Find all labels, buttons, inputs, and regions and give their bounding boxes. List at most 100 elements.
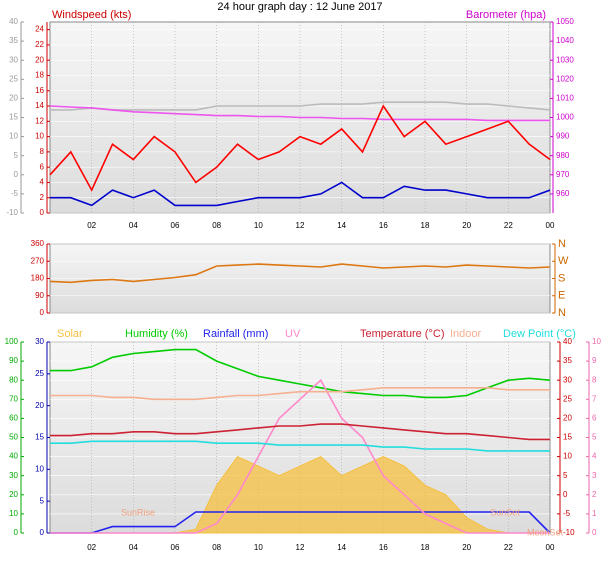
y3-tick-label: 5: [40, 496, 45, 505]
y4-tick-label: 9: [592, 356, 597, 365]
y2-tick-label: 1030: [556, 55, 574, 64]
series-line: [50, 423, 550, 441]
y-tick-label: 40: [9, 452, 18, 461]
y2-tick-label: 990: [556, 132, 570, 141]
y3-tick-label: 25: [35, 369, 44, 378]
x-tick-label: 08: [212, 221, 221, 230]
y3-tick-label: 30: [9, 55, 18, 64]
x-tick-label: 02: [87, 543, 96, 552]
y2-tick-label: -5: [563, 509, 571, 518]
y3-tick-label: -5: [11, 189, 19, 198]
y2-tick-label: 35: [563, 356, 572, 365]
x-tick-label: 06: [171, 221, 180, 230]
legend-entry: Humidity (%): [125, 328, 188, 340]
y3-tick-label: 40: [9, 17, 18, 26]
y-axis-label: Windspeed (kts): [52, 9, 131, 21]
annotation: SunRise: [121, 507, 155, 517]
chart-title: 24 hour graph day : 12 June 2017: [217, 1, 382, 13]
x-tick-label: 00: [546, 221, 555, 230]
y-tick-label: 18: [35, 71, 44, 80]
x-tick-label: 18: [421, 221, 430, 230]
series-line: [50, 440, 550, 452]
legend-entry: Solar: [57, 328, 83, 340]
y3-tick-label: 10: [9, 132, 18, 141]
y2-tick-label: 0: [563, 490, 568, 499]
y-tick-label: 0: [40, 308, 45, 317]
y3-tick-label: -10: [6, 208, 18, 217]
x-tick-label: 20: [462, 221, 471, 230]
x-tick-label: 12: [296, 221, 305, 230]
y4-tick-label: 4: [592, 452, 597, 461]
x-tick-label: 02: [87, 221, 96, 230]
y4-tick-label: 2: [592, 490, 597, 499]
y2-tick-label: 1050: [556, 17, 574, 26]
x-tick-label: 10: [254, 221, 263, 230]
x-tick-label: 14: [337, 221, 346, 230]
y-tick-label: 270: [31, 256, 45, 265]
annotation: SunSet: [490, 507, 520, 517]
y2-tick-label: 1010: [556, 94, 574, 103]
y4-tick-label: 8: [592, 375, 597, 384]
y-tick-label: 70: [9, 394, 18, 403]
x-tick-label: 22: [504, 543, 513, 552]
annotation: MoonSet: [527, 527, 564, 537]
legend-entry: Temperature (°C): [360, 328, 444, 340]
y-tick-label: 60: [9, 414, 18, 423]
legend-entry: Dew Point (°C): [503, 328, 576, 340]
y-tick-label: 80: [9, 375, 18, 384]
y3-tick-label: 5: [14, 151, 19, 160]
y3-tick-label: 25: [9, 74, 18, 83]
y-tick-label: 10: [9, 509, 18, 518]
y-tick-label: 8: [40, 147, 45, 156]
series-line: [50, 511, 551, 534]
y-tick-label: 90: [35, 291, 44, 300]
y3-tick-label: 10: [35, 464, 44, 473]
y2-tick-label: N: [558, 307, 566, 319]
y-tick-label: 0: [14, 528, 19, 537]
y2-tick-label: 1000: [556, 113, 574, 122]
y-tick-label: 22: [35, 40, 44, 49]
y2-tick-label: 20: [563, 414, 572, 423]
y4-tick-label: 1: [592, 509, 597, 518]
y3-tick-label: 20: [35, 401, 44, 410]
y2-tick-label: 40: [563, 337, 572, 346]
y2-tick-label: 970: [556, 170, 570, 179]
x-tick-label: 04: [129, 543, 138, 552]
series-line: [49, 104, 551, 192]
legend-entry: Rainfall (mm): [203, 328, 268, 340]
y-tick-label: 2: [40, 193, 45, 202]
y2-tick-label: W: [558, 255, 569, 267]
series-line: [49, 263, 551, 284]
y3-tick-label: 30: [35, 337, 44, 346]
y2-axis-label: Barometer (hpa): [466, 9, 546, 21]
x-tick-label: 20: [462, 543, 471, 552]
y2-tick-label: 15: [563, 433, 572, 442]
y-tick-label: 50: [9, 433, 18, 442]
x-tick-label: 12: [296, 543, 305, 552]
series-line: [49, 105, 550, 122]
y-tick-label: 0: [40, 208, 45, 217]
y2-tick-label: 10: [563, 452, 572, 461]
series-line: [50, 378, 550, 534]
x-tick-label: 04: [129, 221, 138, 230]
series-line: [50, 181, 551, 207]
y2-tick-label: 1040: [556, 36, 574, 45]
x-tick-label: 00: [546, 543, 555, 552]
series-line: [50, 101, 551, 111]
y2-tick-label: N: [558, 238, 566, 250]
series-line: [50, 348, 551, 399]
y-tick-label: 90: [9, 356, 18, 365]
y4-tick-label: 7: [592, 394, 597, 403]
y4-tick-label: 0: [592, 528, 597, 537]
y-tick-label: 4: [40, 178, 45, 187]
y-tick-label: 20: [35, 55, 44, 64]
x-tick-label: 18: [421, 543, 430, 552]
y2-tick-label: 5: [563, 471, 568, 480]
y2-tick-label: -10: [563, 528, 575, 537]
x-tick-label: 14: [337, 543, 346, 552]
y4-tick-label: 10: [592, 337, 601, 346]
y-tick-label: 12: [35, 116, 44, 125]
x-tick-label: 16: [379, 221, 388, 230]
x-tick-label: 10: [254, 543, 263, 552]
y3-tick-label: 0: [14, 170, 19, 179]
